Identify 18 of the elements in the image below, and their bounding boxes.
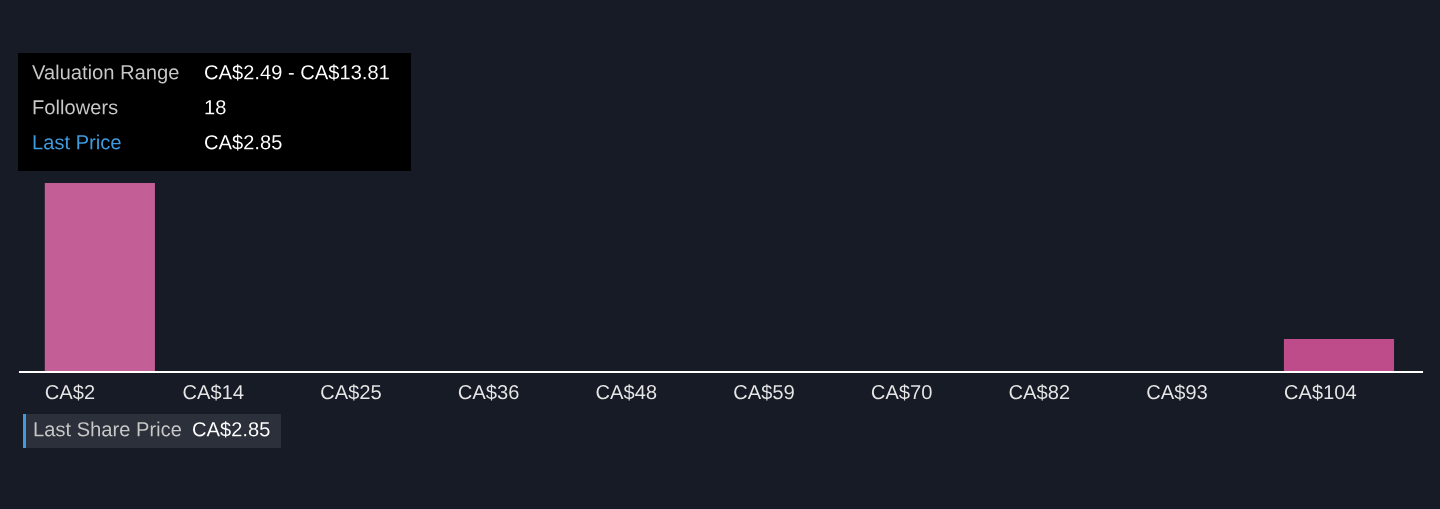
text: Valuation Range <box>32 64 179 84</box>
x-tick-label: CA$93 <box>1147 384 1207 401</box>
text: CA$2.85 <box>205 134 282 151</box>
text: CA$2.85 <box>193 421 270 438</box>
text: CA$2.49 - CA$13.81 <box>205 64 389 81</box>
x-tick-label: CA$14 <box>183 384 244 401</box>
text: Last Price <box>33 134 121 150</box>
x-tick-label: CA$2 <box>45 384 95 401</box>
text: 18 <box>205 100 226 115</box>
x-tick-label: CA$104 <box>1284 384 1357 401</box>
x-tick-label: CA$70 <box>871 384 932 401</box>
x-tick-label: CA$36 <box>458 384 519 401</box>
text: Followers <box>33 99 118 115</box>
x-tick-label: CA$25 <box>321 384 381 401</box>
x-tick-label: CA$48 <box>596 384 657 401</box>
text: Last Share Price <box>34 421 181 437</box>
x-tick-label: CA$59 <box>734 384 794 401</box>
x-tick-label: CA$82 <box>1009 384 1070 401</box>
